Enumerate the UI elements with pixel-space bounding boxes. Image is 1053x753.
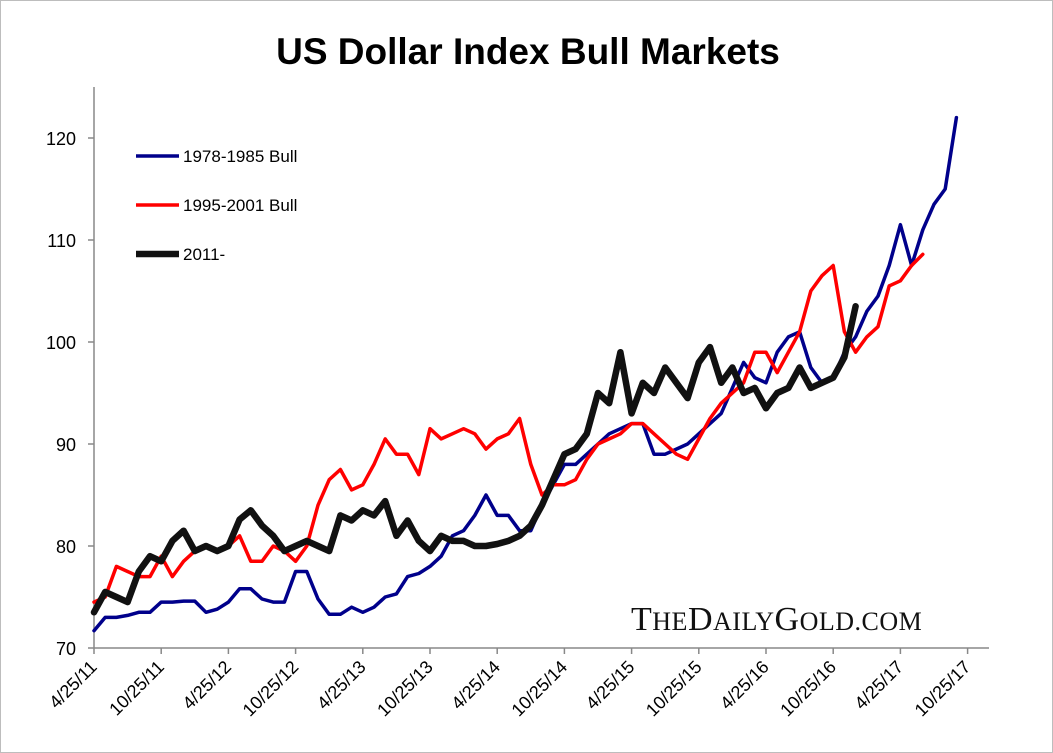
series-line-3 <box>90 303 859 616</box>
x-tick-label: 4/25/17 <box>851 657 908 714</box>
y-tick-label: 100 <box>46 333 76 353</box>
y-tick-label: 110 <box>47 231 76 251</box>
y-tick-label: 80 <box>56 537 76 557</box>
series-lines <box>90 115 959 633</box>
watermark: THEDAILYGOLD.COM <box>631 601 922 638</box>
x-tick-label: 10/25/17 <box>911 657 975 721</box>
y-tick-label: 70 <box>56 639 76 659</box>
x-tick-label: 10/25/13 <box>373 657 437 721</box>
legend-item: 2011- <box>136 245 225 264</box>
legend-label: 1978-1985 Bull <box>183 147 297 166</box>
y-tick-label: 90 <box>56 435 76 455</box>
x-tick-label: 4/25/14 <box>447 657 504 714</box>
y-tick-label: 120 <box>46 129 76 149</box>
legend: 1978-1985 Bull 1995-2001 Bull 2011- <box>136 147 297 264</box>
x-tick-label: 10/25/14 <box>508 657 572 721</box>
x-tick-label: 4/25/12 <box>179 657 236 714</box>
legend-label: 2011- <box>183 245 225 264</box>
x-tick-label: 10/25/15 <box>642 657 706 721</box>
legend-label: 1995-2001 Bull <box>183 196 297 215</box>
x-tick-label: 4/25/13 <box>313 657 370 714</box>
x-tick-label: 10/25/16 <box>776 657 840 721</box>
series-line-1 <box>92 115 959 633</box>
x-tick-label: 10/25/11 <box>105 657 168 720</box>
x-tick-label: 4/25/15 <box>582 657 639 714</box>
x-tick-label: 10/25/12 <box>239 657 303 721</box>
x-tick-label: 4/25/16 <box>716 657 773 714</box>
x-tick-label: 4/25/11 <box>45 657 101 713</box>
legend-item: 1978-1985 Bull <box>136 147 297 166</box>
chart-title: US Dollar Index Bull Markets <box>276 31 780 72</box>
legend-item: 1995-2001 Bull <box>136 196 297 215</box>
watermark-text: THEDAILYGOLD.COM <box>631 601 922 638</box>
